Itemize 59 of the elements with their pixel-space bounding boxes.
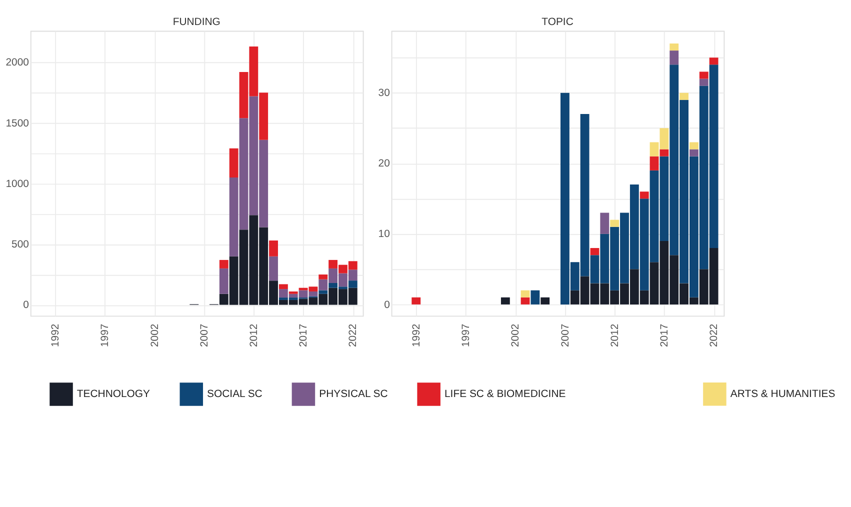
bar bbox=[269, 240, 278, 256]
chart-title: FUNDING bbox=[172, 17, 220, 28]
y-tick-label: 1000 bbox=[6, 178, 30, 190]
bar bbox=[530, 290, 540, 304]
bar bbox=[288, 291, 298, 294]
bar bbox=[229, 148, 238, 178]
x-tick-label: 2017 bbox=[660, 324, 671, 348]
bar bbox=[219, 260, 228, 268]
legend-label: TECHNOLOGY bbox=[76, 389, 150, 400]
x-tick-label: 2007 bbox=[199, 324, 210, 348]
y-tick-label: 0 bbox=[23, 300, 30, 312]
bar bbox=[610, 220, 620, 227]
bar bbox=[660, 149, 669, 156]
bar bbox=[520, 290, 530, 298]
y-tick-label: 500 bbox=[12, 240, 30, 251]
bar bbox=[318, 274, 328, 280]
bar bbox=[670, 50, 679, 65]
bar bbox=[699, 72, 708, 79]
x-tick-label: 2002 bbox=[150, 324, 161, 348]
bar bbox=[689, 149, 698, 156]
legend-label: SOCIAL SC bbox=[207, 389, 263, 400]
x-tick-label: 2017 bbox=[298, 324, 310, 348]
x-tick-label: 1992 bbox=[50, 324, 62, 348]
bar bbox=[680, 92, 689, 100]
x-tick-label: 2002 bbox=[510, 324, 522, 348]
y-tick-label: 0 bbox=[384, 300, 390, 311]
y-tick-label: 1500 bbox=[6, 118, 30, 130]
x-tick-label: 2007 bbox=[560, 324, 572, 348]
y-tick-label: 10 bbox=[378, 229, 390, 240]
bar bbox=[600, 212, 610, 234]
bar bbox=[540, 297, 550, 304]
y-tick-label: 30 bbox=[378, 88, 390, 100]
bar bbox=[278, 284, 288, 290]
y-tick-label: 20 bbox=[378, 158, 390, 170]
bar bbox=[590, 248, 600, 256]
bar bbox=[412, 297, 421, 304]
y-tick-label: 2000 bbox=[6, 58, 30, 69]
x-tick-label: 1992 bbox=[411, 324, 422, 348]
bar bbox=[500, 297, 510, 304]
x-tick-label: 1997 bbox=[461, 324, 472, 348]
x-tick-label: 2012 bbox=[248, 324, 260, 348]
bar bbox=[709, 58, 718, 65]
legend-label: PHYSICAL SC bbox=[319, 389, 388, 400]
bar bbox=[269, 256, 278, 281]
bar bbox=[318, 290, 328, 294]
bar bbox=[689, 142, 698, 150]
bar bbox=[219, 268, 228, 294]
x-tick-label: 2022 bbox=[709, 324, 720, 348]
bar bbox=[670, 43, 679, 51]
bar bbox=[520, 297, 530, 304]
bar bbox=[640, 192, 649, 199]
legend-label: ARTS & HUMANITIES bbox=[730, 388, 836, 400]
x-tick-label: 2012 bbox=[610, 324, 621, 348]
legend-label: LIFE SC & BIOMEDICINE bbox=[444, 389, 566, 400]
bar bbox=[699, 78, 708, 86]
x-tick-label: 1997 bbox=[100, 324, 112, 348]
x-tick-label: 2022 bbox=[348, 324, 360, 348]
bar bbox=[650, 156, 659, 170]
chart-title: TOPIC bbox=[542, 17, 574, 28]
